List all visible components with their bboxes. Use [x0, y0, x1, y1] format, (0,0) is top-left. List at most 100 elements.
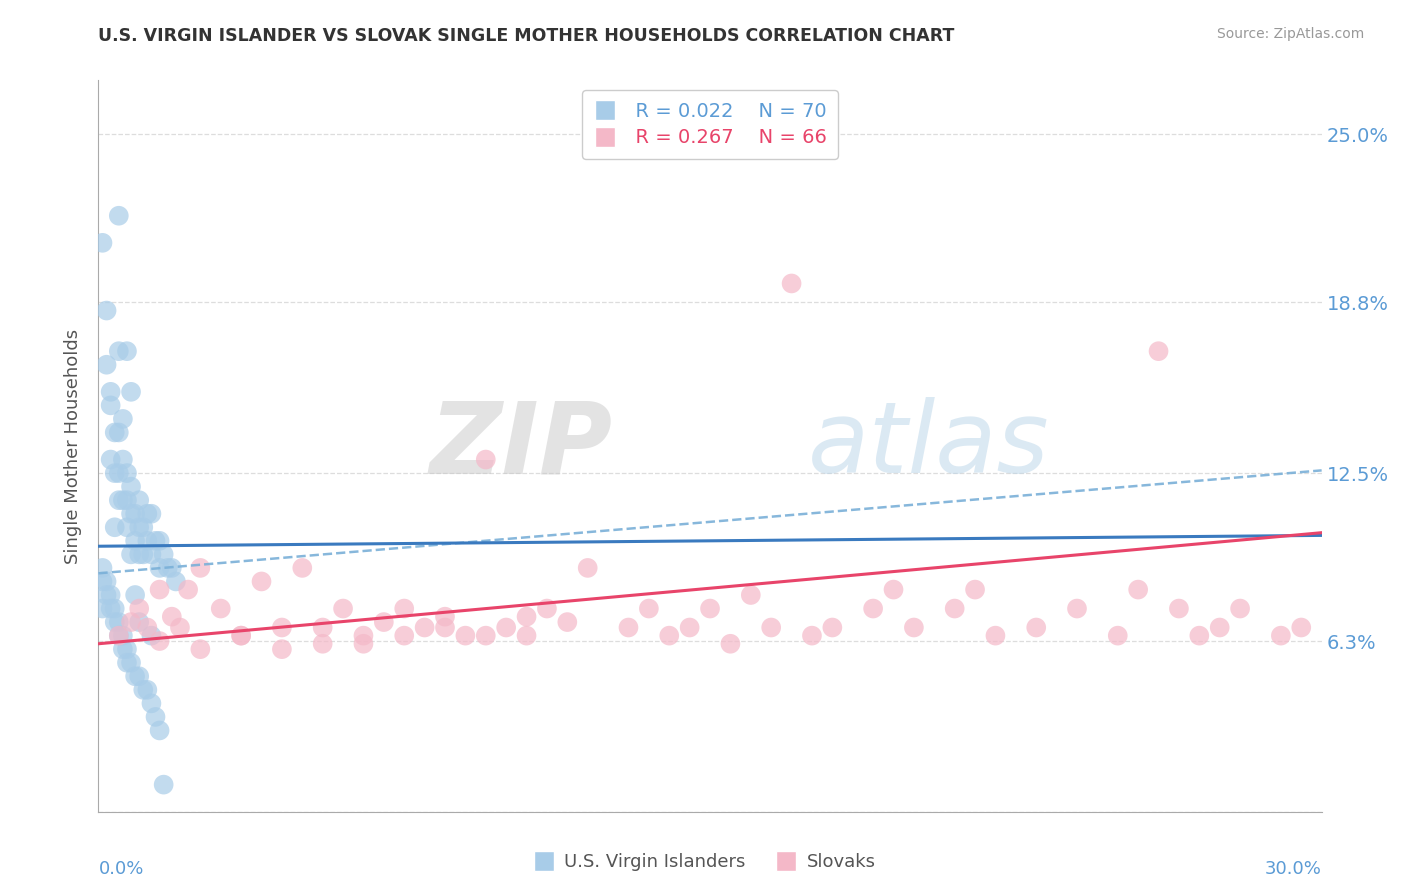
Point	[576, 561, 599, 575]
Point	[536, 601, 558, 615]
Point	[1188, 629, 1211, 643]
Point	[392, 629, 416, 643]
Point	[104, 520, 127, 534]
Point	[111, 642, 134, 657]
Point	[883, 582, 905, 597]
Point	[96, 358, 118, 372]
Point	[100, 588, 122, 602]
Text: atlas: atlas	[808, 398, 1049, 494]
Point	[250, 574, 273, 589]
Point	[149, 533, 172, 548]
Point	[617, 620, 640, 634]
Point	[516, 609, 538, 624]
Point	[679, 620, 702, 634]
Point	[132, 520, 155, 534]
Point	[1209, 620, 1232, 634]
Point	[188, 561, 212, 575]
Point	[91, 601, 114, 615]
Point	[291, 561, 314, 575]
Point	[188, 642, 212, 657]
Point	[160, 609, 183, 624]
Point	[903, 620, 925, 634]
Point	[699, 601, 721, 615]
Point	[120, 384, 142, 399]
Point	[96, 588, 118, 602]
Point	[120, 480, 142, 494]
Point	[474, 452, 498, 467]
Point	[111, 493, 134, 508]
Point	[740, 588, 762, 602]
Point	[495, 620, 517, 634]
Point	[862, 601, 884, 615]
Point	[516, 629, 538, 643]
Point	[128, 520, 150, 534]
Point	[124, 507, 146, 521]
Point	[136, 507, 159, 521]
Point	[115, 656, 138, 670]
Point	[1229, 601, 1251, 615]
Point	[141, 629, 163, 643]
Point	[100, 384, 122, 399]
Point	[780, 277, 803, 291]
Point	[638, 601, 661, 615]
Point	[108, 629, 131, 643]
Point	[104, 615, 127, 629]
Point	[132, 547, 155, 561]
Point	[1128, 582, 1150, 597]
Point	[108, 344, 131, 359]
Point	[96, 303, 118, 318]
Point	[91, 561, 114, 575]
Point	[91, 574, 114, 589]
Point	[169, 620, 191, 634]
Point	[141, 507, 163, 521]
Point	[1147, 344, 1170, 359]
Point	[120, 507, 142, 521]
Point	[136, 533, 159, 548]
Text: Source: ZipAtlas.com: Source: ZipAtlas.com	[1216, 27, 1364, 41]
Point	[108, 466, 131, 480]
Point	[100, 601, 122, 615]
Point	[115, 520, 138, 534]
Point	[312, 637, 335, 651]
Point	[111, 412, 134, 426]
Point	[145, 710, 167, 724]
Point	[270, 642, 294, 657]
Point	[149, 723, 172, 738]
Point	[141, 697, 163, 711]
Point	[104, 425, 127, 440]
Point	[128, 615, 150, 629]
Point	[108, 425, 131, 440]
Legend:   R = 0.022    N = 70,   R = 0.267    N = 66: R = 0.022 N = 70, R = 0.267 N = 66	[582, 90, 838, 159]
Point	[104, 466, 127, 480]
Point	[434, 609, 457, 624]
Point	[454, 629, 477, 643]
Text: U.S. VIRGIN ISLANDER VS SLOVAK SINGLE MOTHER HOUSEHOLDS CORRELATION CHART: U.S. VIRGIN ISLANDER VS SLOVAK SINGLE MO…	[98, 27, 955, 45]
Point	[91, 235, 114, 250]
Point	[152, 778, 174, 792]
Point	[115, 493, 138, 508]
Point	[132, 682, 155, 697]
Point	[120, 547, 142, 561]
Point	[177, 582, 200, 597]
Point	[156, 561, 179, 575]
Point	[270, 620, 294, 634]
Point	[943, 601, 966, 615]
Point	[141, 547, 163, 561]
Point	[145, 533, 167, 548]
Point	[128, 601, 150, 615]
Point	[1025, 620, 1047, 634]
Point	[96, 574, 118, 589]
Point	[165, 574, 187, 589]
Point	[720, 637, 742, 651]
Point	[136, 682, 159, 697]
Point	[1167, 601, 1189, 615]
Point	[128, 493, 150, 508]
Point	[128, 547, 150, 561]
Point	[136, 620, 159, 634]
Point	[120, 615, 142, 629]
Point	[984, 629, 1007, 643]
Point	[312, 620, 335, 634]
Point	[108, 209, 131, 223]
Point	[115, 466, 138, 480]
Text: ZIP: ZIP	[429, 398, 612, 494]
